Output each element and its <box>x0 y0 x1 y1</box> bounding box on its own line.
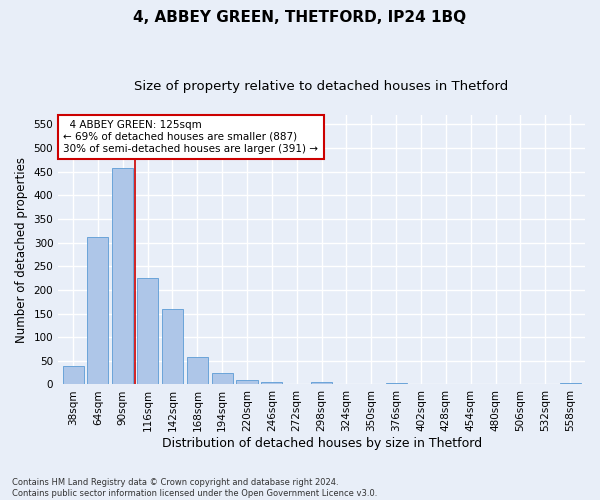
Text: 4, ABBEY GREEN, THETFORD, IP24 1BQ: 4, ABBEY GREEN, THETFORD, IP24 1BQ <box>133 10 467 25</box>
Bar <box>137 278 158 384</box>
Bar <box>386 383 407 384</box>
Y-axis label: Number of detached properties: Number of detached properties <box>15 156 28 342</box>
Text: 4 ABBEY GREEN: 125sqm
← 69% of detached houses are smaller (887)
30% of semi-det: 4 ABBEY GREEN: 125sqm ← 69% of detached … <box>64 120 319 154</box>
Bar <box>236 380 257 384</box>
Bar <box>187 357 208 384</box>
X-axis label: Distribution of detached houses by size in Thetford: Distribution of detached houses by size … <box>161 437 482 450</box>
Title: Size of property relative to detached houses in Thetford: Size of property relative to detached ho… <box>134 80 509 93</box>
Bar <box>262 382 283 384</box>
Bar <box>212 372 233 384</box>
Bar <box>88 237 109 384</box>
Bar <box>112 168 133 384</box>
Bar <box>62 366 83 384</box>
Bar <box>311 382 332 384</box>
Bar <box>162 309 183 384</box>
Text: Contains HM Land Registry data © Crown copyright and database right 2024.
Contai: Contains HM Land Registry data © Crown c… <box>12 478 377 498</box>
Bar <box>560 383 581 384</box>
